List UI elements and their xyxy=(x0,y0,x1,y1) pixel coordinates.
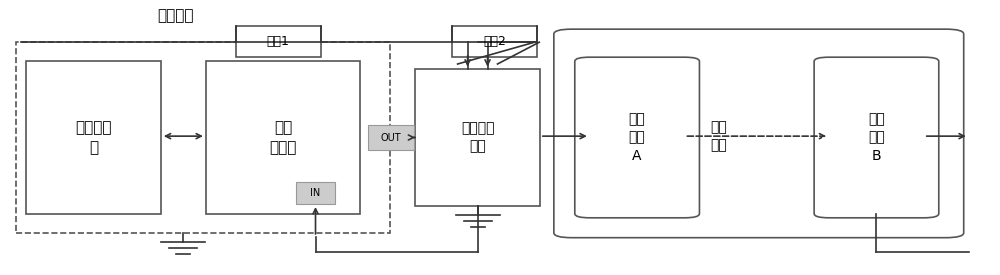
Text: 数据
采集卡: 数据 采集卡 xyxy=(269,120,297,155)
Text: 人体
信道: 人体 信道 xyxy=(710,120,727,152)
Text: 电源2: 电源2 xyxy=(483,35,506,48)
Text: 信号
电极
B: 信号 电极 B xyxy=(868,112,885,163)
FancyBboxPatch shape xyxy=(814,57,939,218)
FancyBboxPatch shape xyxy=(575,57,699,218)
FancyBboxPatch shape xyxy=(26,61,161,214)
FancyBboxPatch shape xyxy=(368,125,414,150)
FancyBboxPatch shape xyxy=(452,26,537,57)
FancyBboxPatch shape xyxy=(415,70,540,205)
FancyBboxPatch shape xyxy=(296,182,335,204)
Text: 信号
电极
A: 信号 电极 A xyxy=(629,112,645,163)
Text: OUT: OUT xyxy=(381,133,402,142)
Text: 隔离电路
模块: 隔离电路 模块 xyxy=(461,121,494,154)
Text: 电源1: 电源1 xyxy=(267,35,290,48)
FancyBboxPatch shape xyxy=(236,26,320,57)
Text: IN: IN xyxy=(310,188,321,198)
Text: 上位机模
块: 上位机模 块 xyxy=(75,120,112,155)
Text: 虚拟仪器: 虚拟仪器 xyxy=(158,8,194,23)
FancyBboxPatch shape xyxy=(206,61,360,214)
